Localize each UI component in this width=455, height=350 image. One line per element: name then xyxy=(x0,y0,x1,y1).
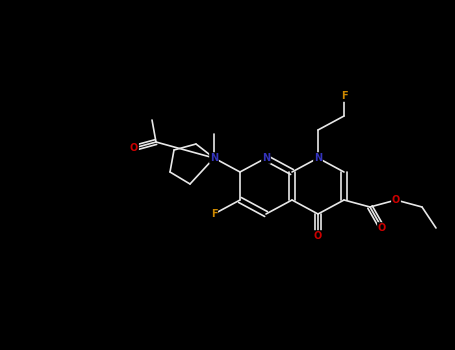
Text: O: O xyxy=(130,143,138,153)
Text: O: O xyxy=(314,231,322,241)
Text: N: N xyxy=(210,153,218,163)
Text: O: O xyxy=(392,195,400,205)
Text: N: N xyxy=(314,153,322,163)
Text: F: F xyxy=(211,209,217,219)
Text: F: F xyxy=(341,91,347,101)
Text: N: N xyxy=(262,153,270,163)
Text: O: O xyxy=(378,223,386,233)
